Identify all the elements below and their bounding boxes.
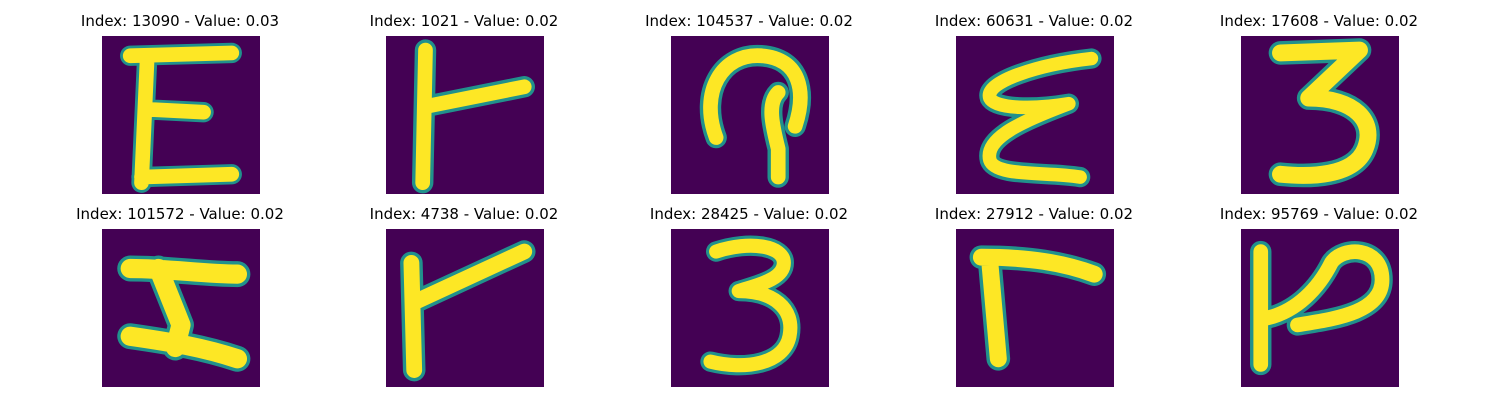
digit-image: [1241, 36, 1399, 194]
panel-title: Index: 1021 - Value: 0.02: [369, 12, 559, 30]
panel-title: Index: 101572 - Value: 0.02: [76, 205, 284, 223]
digit-image: [102, 229, 260, 387]
panel-title: Index: 28425 - Value: 0.02: [649, 205, 849, 223]
panel-title: Index: 60631 - Value: 0.02: [934, 12, 1134, 30]
digit-image: [956, 229, 1114, 387]
panel-title: Index: 104537 - Value: 0.02: [645, 12, 853, 30]
digit-image: [956, 36, 1114, 194]
digit-image: [1241, 229, 1399, 387]
digit-image: [671, 36, 829, 194]
digit-image: [386, 229, 544, 387]
panel-title: Index: 13090 - Value: 0.03: [80, 12, 280, 30]
digit-image: [386, 36, 544, 194]
panel-title: Index: 27912 - Value: 0.02: [934, 205, 1134, 223]
panel-title: Index: 95769 - Value: 0.02: [1219, 205, 1419, 223]
digit-image: [102, 36, 260, 194]
panel-title: Index: 4738 - Value: 0.02: [369, 205, 559, 223]
digit-image: [671, 229, 829, 387]
panel-title: Index: 17608 - Value: 0.02: [1219, 12, 1419, 30]
